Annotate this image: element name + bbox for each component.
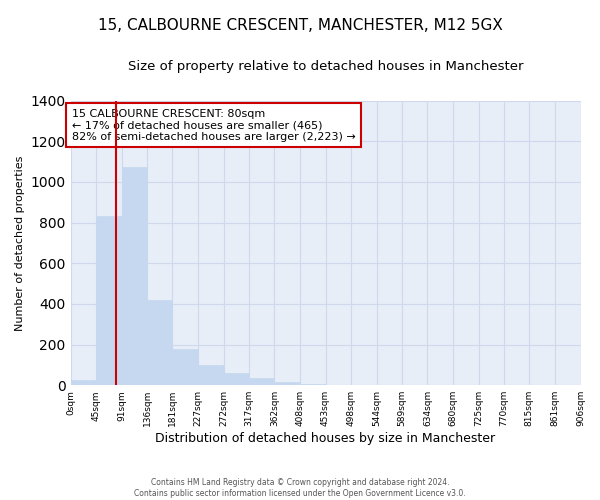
Bar bbox=[96, 216, 122, 385]
Y-axis label: Number of detached properties: Number of detached properties bbox=[15, 155, 25, 330]
Bar bbox=[71, 380, 96, 385]
Bar bbox=[122, 166, 147, 385]
Bar bbox=[172, 348, 199, 385]
X-axis label: Distribution of detached houses by size in Manchester: Distribution of detached houses by size … bbox=[155, 432, 496, 445]
Text: 15 CALBOURNE CRESCENT: 80sqm
← 17% of detached houses are smaller (465)
82% of s: 15 CALBOURNE CRESCENT: 80sqm ← 17% of de… bbox=[71, 108, 355, 142]
Bar bbox=[199, 365, 224, 385]
Bar bbox=[224, 374, 249, 385]
Title: Size of property relative to detached houses in Manchester: Size of property relative to detached ho… bbox=[128, 60, 523, 73]
Bar bbox=[249, 378, 274, 385]
Bar bbox=[300, 384, 326, 385]
Bar bbox=[274, 382, 300, 385]
Text: 15, CALBOURNE CRESCENT, MANCHESTER, M12 5GX: 15, CALBOURNE CRESCENT, MANCHESTER, M12 … bbox=[98, 18, 502, 32]
Text: Contains HM Land Registry data © Crown copyright and database right 2024.
Contai: Contains HM Land Registry data © Crown c… bbox=[134, 478, 466, 498]
Bar bbox=[147, 300, 172, 385]
